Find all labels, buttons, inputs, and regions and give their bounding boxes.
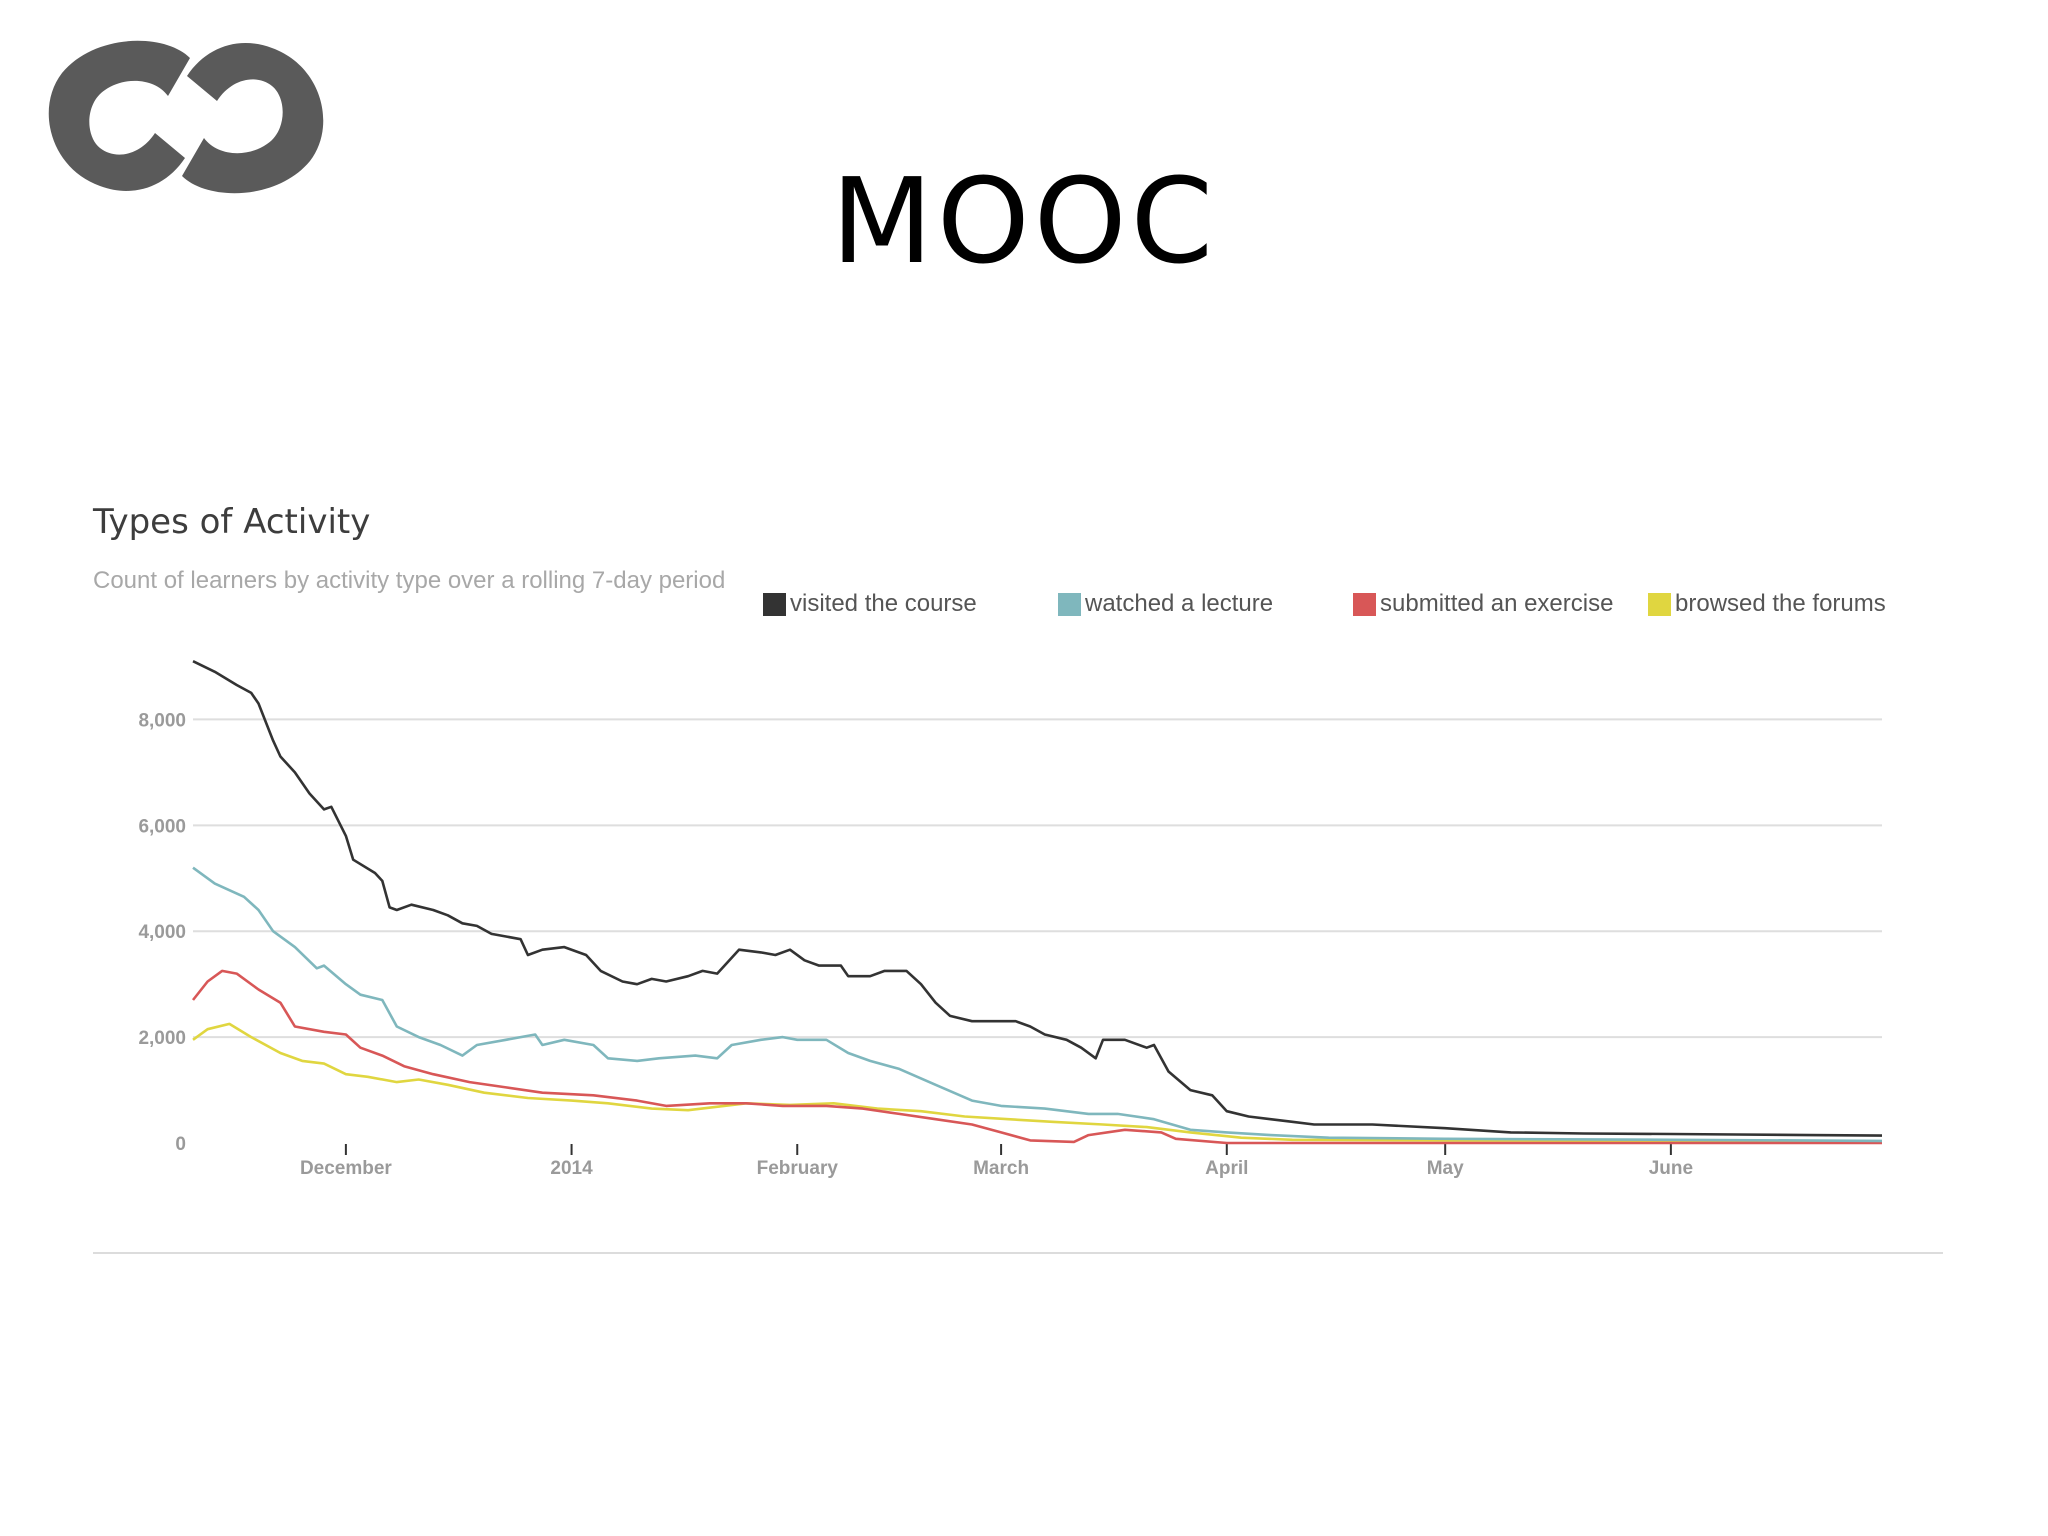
logo-icon (48, 40, 324, 194)
x-tick-label: April (1205, 1158, 1248, 1179)
slide-title: MOOC (831, 152, 1217, 290)
y-tick-label: 4,000 (138, 922, 186, 943)
legend-item-lecture[interactable]: watched a lecture (1058, 590, 1273, 618)
legend-label-lecture: watched a lecture (1085, 590, 1274, 617)
legend-item-exercise[interactable]: submitted an exercise (1353, 590, 1613, 618)
x-tick-label: December (300, 1158, 392, 1179)
chart-legend: visited the course watched a lecture sub… (0, 590, 2048, 622)
legend-item-visited[interactable]: visited the course (763, 590, 977, 618)
x-tick-label: 2014 (550, 1158, 593, 1179)
series-line-visited (192, 660, 1883, 1137)
y-tick-label: 0 (175, 1134, 186, 1155)
x-tick-label: March (973, 1158, 1029, 1179)
divider (93, 1252, 1943, 1254)
legend-label-exercise: submitted an exercise (1380, 590, 1614, 617)
x-tick-label: June (1649, 1158, 1693, 1179)
series-line-lecture (192, 866, 1883, 1143)
legend-label-forums: browsed the forums (1675, 590, 1886, 617)
y-tick-label: 8,000 (138, 710, 186, 731)
legend-label-visited: visited the course (790, 590, 977, 617)
legend-swatch-forums (1648, 592, 1671, 616)
y-tick-label: 6,000 (138, 816, 186, 837)
legend-item-forums[interactable]: browsed the forums (1648, 590, 1886, 618)
series-line-forums (192, 1022, 1883, 1143)
chart-title: Types of Activity (93, 502, 371, 542)
x-tick-label: February (757, 1158, 839, 1179)
legend-swatch-lecture (1058, 592, 1081, 616)
chart-subtitle: Count of learners by activity type over … (93, 567, 726, 594)
legend-swatch-exercise (1353, 592, 1376, 616)
x-tick-label: May (1427, 1158, 1464, 1179)
y-tick-label: 2,000 (138, 1028, 186, 1049)
series-line-exercise (191, 969, 1882, 1145)
legend-swatch-visited (763, 592, 786, 616)
